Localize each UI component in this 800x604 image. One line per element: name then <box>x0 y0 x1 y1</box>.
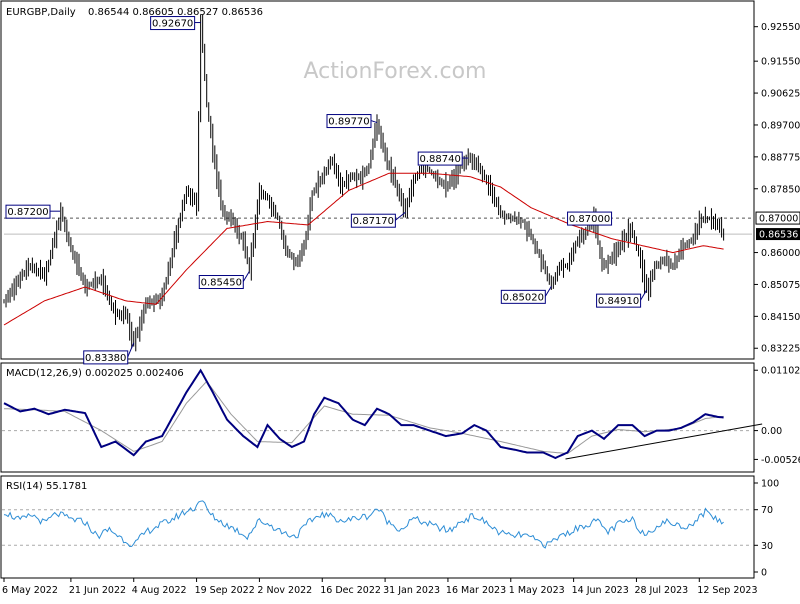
x-axis-label: 2 Nov 2022 <box>257 585 312 596</box>
price-label-0-85450: 0.85450 <box>198 275 244 290</box>
price-label-leader <box>370 120 378 124</box>
price-axis-label: 0.91550 <box>761 57 800 68</box>
rsi-axis-label: 70 <box>761 505 773 516</box>
watermark: ActionForex.com <box>304 59 487 84</box>
x-axis-label: 4 Aug 2022 <box>132 585 187 596</box>
x-axis-label: 1 May 2023 <box>509 585 565 596</box>
x-axis-label: 12 Sep 2023 <box>697 585 757 596</box>
price-label-0-83380: 0.83380 <box>83 350 129 365</box>
rsi-layer <box>2 500 752 549</box>
price-label-0-92670: 0.92670 <box>150 16 196 31</box>
macd-layer <box>2 368 763 460</box>
price-panel-frame <box>0 0 755 360</box>
price-axis-label: 0.87850 <box>761 184 800 195</box>
rsi-panel-frame <box>0 475 755 579</box>
rsi-line <box>3 500 724 549</box>
x-axis-label: 28 Jul 2023 <box>634 585 688 596</box>
macd-trendline <box>565 423 763 460</box>
x-axis-label: 19 Sep 2022 <box>195 585 255 596</box>
macd-axis-label: -0.005267 <box>761 455 800 466</box>
macd-signal-line <box>3 380 724 455</box>
price-label-0-89770-text: 0.89770 <box>328 117 369 128</box>
level-price-box <box>755 211 800 225</box>
symbol-label: EURGBP,Daily <box>6 7 76 18</box>
price-axis-label: 0.90625 <box>761 89 800 100</box>
price-label-leader <box>242 271 250 282</box>
level-price-label: 0.87000 <box>759 214 798 225</box>
price-label-leader <box>395 211 406 221</box>
price-axis-label: 0.92550 <box>761 22 800 33</box>
rsi-axis-label: 100 <box>761 479 779 490</box>
price-label-0-83380-box <box>83 350 129 365</box>
x-axis-label: 16 Mar 2023 <box>446 585 506 596</box>
level-label-87000-box <box>567 211 613 226</box>
macd-line <box>3 368 724 460</box>
price-label-0-85020: 0.85020 <box>500 289 546 304</box>
price-label-0-84910-text: 0.84910 <box>598 296 639 307</box>
price-label-0-84910-box <box>596 293 642 308</box>
ohlc-label: 0.86544 0.86605 0.86527 0.86536 <box>88 7 263 18</box>
price-label-leader <box>640 289 648 301</box>
level-label-87000: 0.87000 <box>567 211 613 226</box>
price-label-0-92670-text: 0.92670 <box>152 19 193 30</box>
price-label-0-85020-box <box>500 289 546 304</box>
price-layer: 0.92670 0.89770 0.88740 0.87170 0.85450 0.833… <box>3 14 752 365</box>
price-label-0-85450-box <box>198 275 244 290</box>
price-axis-label: 0.83225 <box>761 344 800 355</box>
macd-axis-label: 0.00 <box>761 426 782 437</box>
axis-layer: 0.92550 0.91550 0.90625 0.89700 0.88775 0.878… <box>2 22 800 596</box>
x-axis-label: 16 Dec 2022 <box>320 585 381 596</box>
level-label-87200: 0.87200 <box>5 204 51 219</box>
price-label-0-87170-text: 0.87170 <box>353 216 394 227</box>
price-label-0-88740: 0.88740 <box>417 151 463 166</box>
level-label-87000-text: 0.87000 <box>569 214 610 225</box>
rsi-axis-label: 30 <box>761 541 773 552</box>
macd-title: MACD(12,26,9) 0.002025 0.002406 <box>6 368 184 379</box>
price-axis-label: 0.88775 <box>761 152 800 163</box>
price-label-0-87170-box <box>350 213 396 228</box>
macd-axis-label: 0.011027 <box>761 366 800 377</box>
price-label-0-89770: 0.89770 <box>326 114 372 129</box>
price-label-0-83380-text: 0.83380 <box>85 353 126 364</box>
x-axis-label: 21 Jun 2022 <box>69 585 126 596</box>
x-axis-label: 6 May 2022 <box>2 585 58 596</box>
x-axis-label: 31 Jan 2023 <box>383 585 440 596</box>
price-label-leader <box>544 286 552 297</box>
price-label-0-85450-text: 0.85450 <box>201 278 242 289</box>
level-label-87200-text: 0.87200 <box>7 207 48 218</box>
price-label-leader <box>127 342 135 358</box>
x-axis-label: 14 Jun 2023 <box>572 585 629 596</box>
moving-average-line <box>3 172 724 326</box>
price-label-0-85020-text: 0.85020 <box>503 292 544 303</box>
price-axis-label: 0.89700 <box>761 120 800 131</box>
rsi-title: RSI(14) 55.1781 <box>6 481 87 492</box>
price-axis-label: 0.84150 <box>761 312 800 323</box>
price-axis-label: 0.85075 <box>761 280 800 291</box>
macd-panel-frame <box>0 362 755 473</box>
price-label-0-88740-text: 0.88740 <box>420 154 461 165</box>
current-price-label: 0.86536 <box>759 230 798 241</box>
current-price-box <box>756 228 800 241</box>
price-axis-label: 0.86000 <box>761 248 800 259</box>
price-label-0-84910: 0.84910 <box>596 293 642 308</box>
rsi-axis-label: 0 <box>761 568 767 579</box>
price-label-0-87170: 0.87170 <box>350 213 396 228</box>
